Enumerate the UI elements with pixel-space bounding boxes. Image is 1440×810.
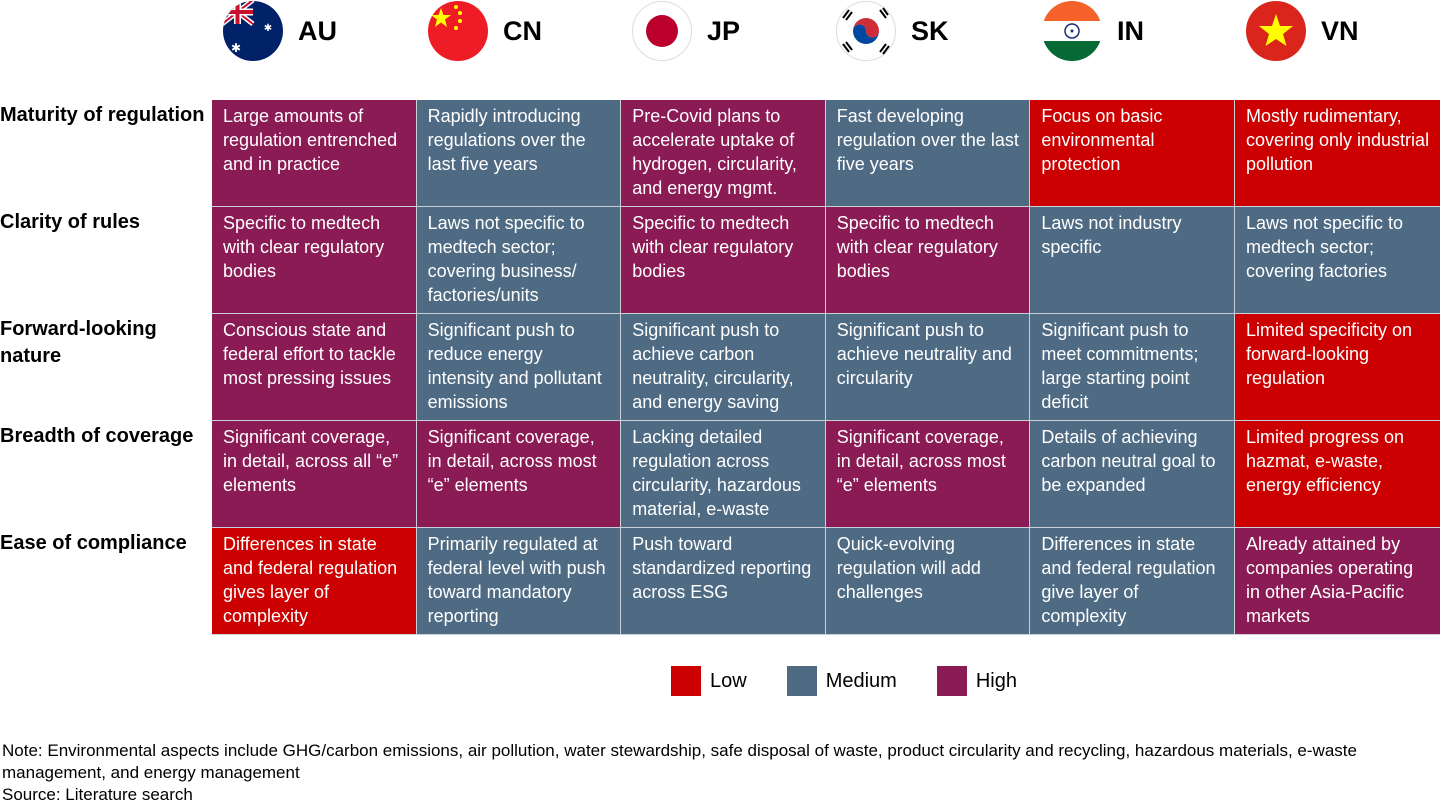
- australia-flag-icon: ✱ ✱: [223, 1, 283, 61]
- matrix-row: Forward-looking nature Conscious state an…: [0, 314, 1440, 421]
- matrix-cell-low: Differences in state and federal regulat…: [212, 528, 417, 635]
- country-code: VN: [1321, 15, 1359, 46]
- legend-swatch: [936, 666, 967, 696]
- matrix-cell-medium: Significant push to achieve carbon neutr…: [621, 314, 826, 421]
- country-code: SK: [911, 15, 949, 46]
- matrix-cell-high: Large amounts of regulation entrenched a…: [212, 100, 417, 207]
- india-flag-icon: [1042, 1, 1102, 61]
- matrix-cell-medium: Primarily regulated at federal level wit…: [416, 528, 622, 635]
- row-label: Breadth of coverage: [0, 425, 194, 447]
- row-label: Maturity of regulation: [0, 104, 205, 126]
- matrix-cell-high: Pre-Covid plans to accelerate uptake of …: [621, 100, 826, 207]
- row-label: Clarity of rules: [0, 211, 141, 233]
- legend-label: Low: [710, 669, 747, 692]
- legend-label: Medium: [825, 669, 897, 692]
- matrix-cell-low: Limited specificity on forward-looking r…: [1234, 314, 1440, 421]
- country-header-cn: CN: [427, 0, 542, 62]
- matrix-cell-medium: Laws not industry specific: [1030, 207, 1235, 314]
- row-label: Forward-looking nature: [0, 318, 157, 367]
- legend-item: Low: [671, 666, 747, 696]
- footnote: Note: Environmental aspects include GHG/…: [2, 740, 1438, 806]
- country-header-in: IN: [1041, 0, 1144, 62]
- legend-item: High: [936, 666, 1017, 696]
- matrix-cell-medium: Lacking detailed regulation across circu…: [621, 421, 826, 528]
- matrix-cell-low: Focus on basic environmental protection: [1030, 100, 1235, 207]
- matrix-cell-medium: Push toward standardized reporting acros…: [621, 528, 826, 635]
- matrix-cell-medium: Significant push to achieve neutrality a…: [825, 314, 1031, 421]
- legend-swatch: [671, 666, 701, 696]
- country-code: JP: [707, 15, 741, 46]
- svg-text:✱: ✱: [264, 23, 272, 34]
- matrix-cell-medium: Laws not specific to medtech sector; cov…: [416, 207, 622, 314]
- matrix-cell-high: Significant coverage, in detail, across …: [825, 421, 1031, 528]
- svg-text:✱: ✱: [231, 41, 241, 55]
- country-header-au: ✱ ✱ AU: [222, 0, 337, 62]
- matrix-cell-high: Conscious state and federal effort to ta…: [212, 314, 417, 421]
- regulation-matrix: Maturity of regulation Large amounts of r…: [0, 100, 1440, 635]
- matrix-row: Ease of compliance Differences in state a…: [0, 528, 1440, 635]
- matrix-cell-high: Already attained by companies operating …: [1234, 528, 1440, 635]
- country-code: AU: [298, 15, 337, 46]
- matrix-row: Clarity of rules Specific to medtech with…: [0, 207, 1440, 314]
- vietnam-flag-icon: [1246, 1, 1306, 61]
- country-code: CN: [503, 15, 542, 46]
- matrix-cell-high: Significant coverage, in detail, across …: [416, 421, 622, 528]
- legend: Low Medium High: [671, 666, 1057, 696]
- matrix-cell-low: Mostly rudimentary, covering only indust…: [1234, 100, 1440, 207]
- matrix-cell-high: Specific to medtech with clear regulator…: [212, 207, 417, 314]
- country-code: IN: [1117, 15, 1144, 46]
- legend-swatch: [786, 666, 817, 696]
- legend-label: High: [975, 669, 1017, 692]
- matrix-cell-medium: Significant push to meet commitments; la…: [1030, 314, 1235, 421]
- matrix-cell-medium: Significant push to reduce energy intens…: [416, 314, 622, 421]
- matrix-cell-high: Specific to medtech with clear regulator…: [825, 207, 1031, 314]
- matrix-cell-medium: Details of achieving carbon neutral goal…: [1030, 421, 1235, 528]
- source-text: Source: Literature search: [2, 785, 193, 804]
- matrix-cell-low: Limited progress on hazmat, e-waste, ene…: [1234, 421, 1440, 528]
- country-header-jp: JP: [631, 0, 740, 62]
- legend-item: Medium: [786, 666, 897, 696]
- matrix-cell-medium: Quick-evolving regulation will add chall…: [825, 528, 1031, 635]
- row-label: Ease of compliance: [0, 532, 187, 554]
- matrix-cell-medium: Differences in state and federal regulat…: [1030, 528, 1235, 635]
- china-flag-icon: [428, 1, 488, 61]
- matrix-row: Breadth of coverage Significant coverage,…: [0, 421, 1440, 528]
- south-korea-flag-icon: [836, 1, 896, 61]
- country-header-vn: VN: [1245, 0, 1359, 62]
- note-text: Note: Environmental aspects include GHG/…: [2, 741, 1357, 782]
- matrix-cell-medium: Laws not specific to medtech sector; cov…: [1234, 207, 1440, 314]
- matrix-row: Maturity of regulation Large amounts of r…: [0, 100, 1440, 207]
- japan-flag-icon: [632, 1, 692, 61]
- country-header-sk: SK: [835, 0, 949, 62]
- matrix-cell-medium: Rapidly introducing regulations over the…: [416, 100, 622, 207]
- matrix-cell-high: Significant coverage, in detail, across …: [212, 421, 417, 528]
- matrix-cell-medium: Fast developing regulation over the last…: [825, 100, 1031, 207]
- matrix-cell-high: Specific to medtech with clear regulator…: [621, 207, 826, 314]
